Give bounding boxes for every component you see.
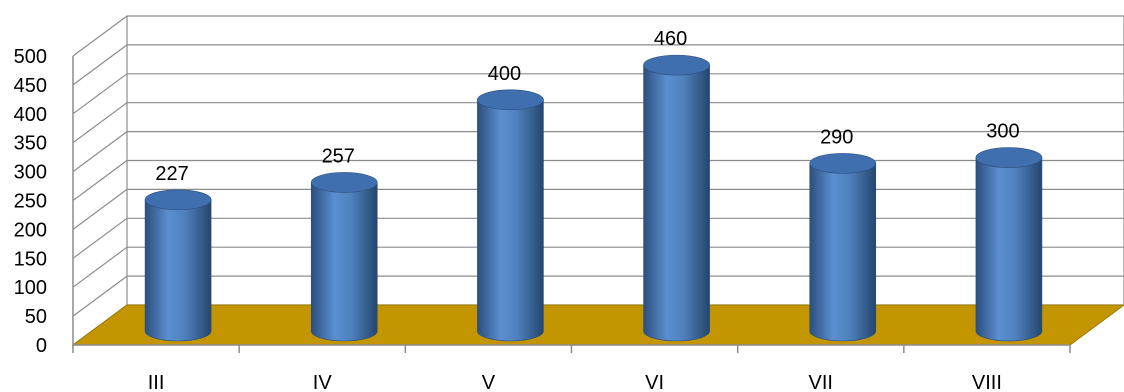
bar-body (643, 64, 710, 342)
data-label: 257 (322, 145, 355, 167)
bar (310, 172, 378, 342)
labels: 227 III 257 IV 400 V 460 VI 290 VII 300 VIII (148, 28, 1020, 392)
grid-line (72, 44, 1124, 86)
chart-floor (71, 304, 1124, 346)
bar-body (975, 157, 1043, 342)
bar-body (310, 182, 378, 342)
y-tick-label: 350 (14, 133, 47, 155)
floor-plane (71, 304, 1124, 346)
data-label: 290 (820, 126, 853, 148)
bar (477, 89, 544, 342)
grid-line (72, 73, 1124, 115)
bar (975, 147, 1043, 342)
axes: 0 50 100 150 200 250 300 350 400 450 500 (14, 46, 1071, 357)
bar-top (477, 89, 544, 111)
grid-line (72, 15, 1124, 57)
x-tick-label: VIII (972, 372, 1002, 392)
y-tick-label: 200 (14, 219, 47, 241)
grid-lines (72, 15, 1124, 346)
x-tick-label: III (148, 372, 165, 392)
bar-top (975, 147, 1043, 168)
y-tick-label: 150 (14, 248, 47, 270)
bar (643, 54, 710, 342)
data-label: 300 (986, 121, 1019, 143)
data-label: 227 (155, 163, 188, 185)
grid-line (72, 246, 1124, 288)
y-tick-label: 300 (14, 162, 47, 184)
y-tick-label: 50 (25, 306, 47, 328)
bar-body (809, 163, 877, 342)
bar-body (477, 99, 544, 342)
grid-line (72, 102, 1124, 144)
bar-top (310, 172, 378, 193)
y-tick-label: 250 (14, 191, 47, 213)
bar-body (144, 199, 212, 342)
grid-line (72, 188, 1124, 230)
grid-line (72, 131, 1124, 173)
x-tick-label: VI (645, 372, 664, 392)
y-tick-label: 500 (14, 46, 47, 68)
y-tick-label: 400 (14, 104, 47, 126)
bar (809, 153, 877, 342)
bar-top (643, 54, 710, 76)
grid-line (72, 217, 1124, 259)
data-label: 400 (488, 63, 521, 85)
x-tick-label: V (482, 372, 496, 392)
bar (144, 189, 212, 342)
bars (144, 54, 1043, 342)
x-tick-label: VII (809, 372, 833, 392)
y-tick-label: 0 (36, 335, 47, 357)
bar-top (144, 189, 212, 211)
data-label: 460 (654, 28, 687, 50)
grid-line (72, 159, 1124, 201)
y-tick-label: 450 (14, 75, 47, 97)
x-tick-label: IV (313, 372, 333, 392)
y-tick-label: 100 (14, 277, 47, 299)
bar-top (809, 153, 877, 174)
